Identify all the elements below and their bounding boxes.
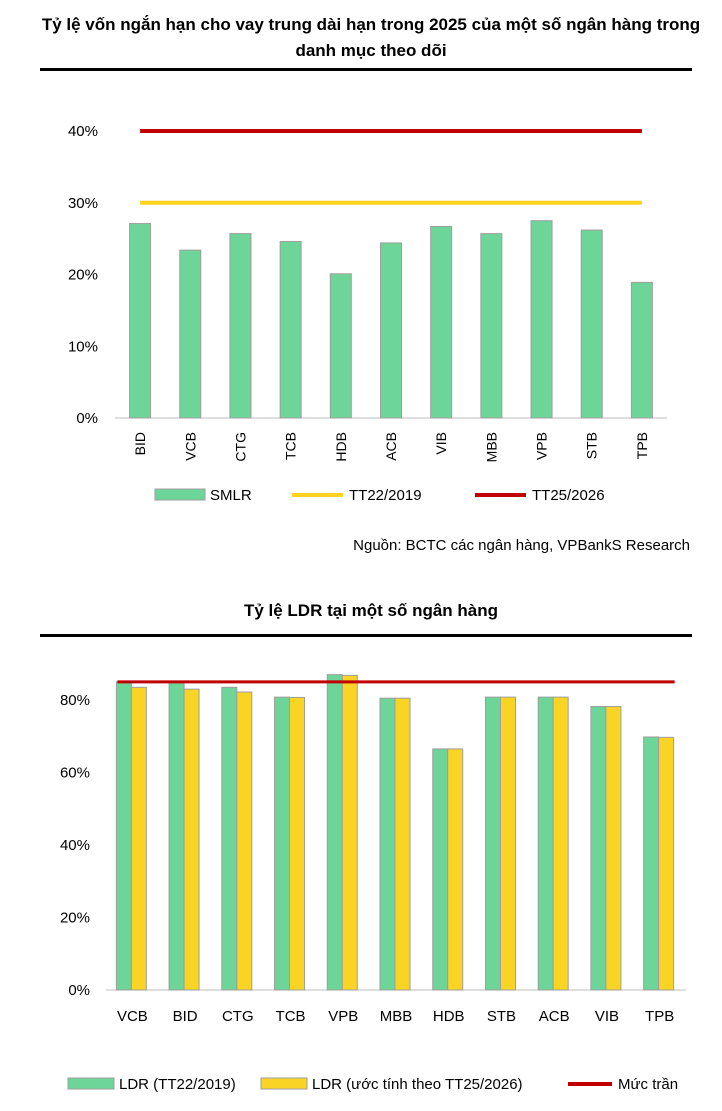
chart2-bar-tt25: [341, 674, 358, 991]
chart1-bar: [430, 225, 453, 419]
chart2-ytick-label: 40%: [60, 837, 90, 854]
chart1-ytick-label: 40%: [68, 123, 98, 140]
chart1-xtick-label: VIB: [433, 432, 449, 455]
chart1-legend-label: TT25/2026: [532, 487, 605, 504]
chart2-bar-tt25: [236, 691, 253, 991]
chart2-bar-tt22: [221, 686, 238, 991]
chart1-xtick-label: ACB: [383, 432, 399, 461]
chart2-bar-tt25: [499, 696, 516, 991]
chart1-ytick-label: 10%: [68, 338, 98, 355]
chart1-xtick-label: TPB: [634, 432, 650, 459]
chart2-ytick-label: 60%: [60, 765, 90, 782]
chart1-xtick-label: BID: [132, 432, 148, 455]
chart2-xtick-label: TCB: [276, 1008, 306, 1025]
chart1-bar: [329, 273, 352, 419]
chart2-bar-tt22: [537, 696, 554, 991]
chart1-ytick-label: 20%: [68, 267, 98, 284]
chart2-bar-tt25: [447, 748, 464, 991]
chart2-bar-tt22: [115, 681, 132, 991]
chart2-bar-tt22: [643, 736, 660, 991]
chart1-ytick-label: 30%: [68, 195, 98, 212]
source-note: Nguồn: BCTC các ngân hàng, VPBankS Resea…: [353, 537, 690, 554]
chart1-title: Tỷ lệ vốn ngắn hạn cho vay trung dài hạn…: [41, 15, 701, 60]
chart2-bar-tt25: [130, 686, 147, 991]
chart2-legend-label: LDR (ước tính theo TT25/2026): [312, 1076, 523, 1093]
chart2-legend-swatch-tt22: [67, 1077, 115, 1090]
chart1-xtick-label: STB: [584, 432, 600, 459]
chart2-xtick-label: VPB: [328, 1008, 358, 1025]
chart1-ytick-label: 0%: [76, 410, 98, 427]
chart2-bar-tt22: [326, 674, 343, 991]
chart2-xtick-label: CTG: [222, 1008, 254, 1025]
chart1-bar: [129, 223, 152, 419]
chart2-legend-label: Mức trần: [618, 1076, 678, 1093]
chart2-xtick-label: TPB: [645, 1008, 674, 1025]
chart2-xtick-label: VIB: [595, 1008, 619, 1025]
chart2-bar-tt25: [183, 688, 200, 991]
chart2-bar-tt22: [590, 706, 607, 991]
chart1-legend-label: TT22/2019: [349, 487, 422, 504]
chart2-bar-tt22: [484, 696, 501, 991]
chart2-legend-swatch-tt25: [260, 1077, 308, 1090]
chart2-bar-tt25: [289, 696, 306, 991]
chart2-ytick-label: 20%: [60, 910, 90, 927]
chart2-title: Tỷ lệ LDR tại một số ngân hàng: [243, 601, 499, 620]
chart2-bar-tt25: [394, 697, 411, 991]
chart1-bar: [480, 233, 503, 419]
chart1-bar: [179, 249, 202, 419]
chart2-bar-tt22: [274, 696, 291, 991]
chart1-title-rule: [40, 68, 692, 71]
chart2-bar-tt22: [379, 697, 396, 991]
chart1-svg: 0% 10% 20% 30% 40% BID VCB CTG TCB HDB ACB VIB MBB VP…: [68, 123, 667, 504]
chart2-xtick-label: ACB: [539, 1008, 570, 1025]
chart2-ytick-label: 80%: [60, 692, 90, 709]
chart1-xtick-label: VPB: [534, 432, 550, 460]
chart2-bar-tt25: [605, 706, 622, 991]
chart1-bar: [530, 220, 553, 419]
chart1-legend-label: SMLR: [210, 487, 252, 504]
chart1-bar: [580, 229, 603, 419]
chart2-bar-tt25: [658, 736, 675, 991]
chart1-bar: [380, 242, 402, 419]
chart2-xtick-label: BID: [173, 1008, 198, 1025]
chart1-xtick-label: CTG: [232, 432, 248, 462]
chart1-xtick-label: TCB: [283, 432, 299, 460]
chart2-ytick-label: 0%: [68, 982, 90, 999]
chart1-xtick-label: HDB: [333, 432, 349, 462]
chart1-legend-swatch-smlr: [154, 488, 206, 501]
chart2-xtick-label: HDB: [433, 1008, 465, 1025]
chart2-bar-tt22: [168, 682, 185, 991]
chart2-bar-tt25: [552, 696, 569, 991]
chart2-legend-label: LDR (TT22/2019): [119, 1076, 236, 1093]
chart1-xtick-label: VCB: [182, 432, 198, 461]
chart2-xtick-label: MBB: [380, 1008, 413, 1025]
chart1-bar: [630, 281, 653, 419]
chart2-title-rule: [40, 634, 692, 637]
chart2-bar-tt22: [432, 748, 449, 991]
chart1-xtick-label: MBB: [483, 432, 499, 462]
chart1-bar: [279, 240, 302, 419]
chart1-bar: [229, 233, 252, 419]
chart2-xtick-label: VCB: [117, 1008, 148, 1025]
chart2-xtick-label: STB: [487, 1008, 516, 1025]
